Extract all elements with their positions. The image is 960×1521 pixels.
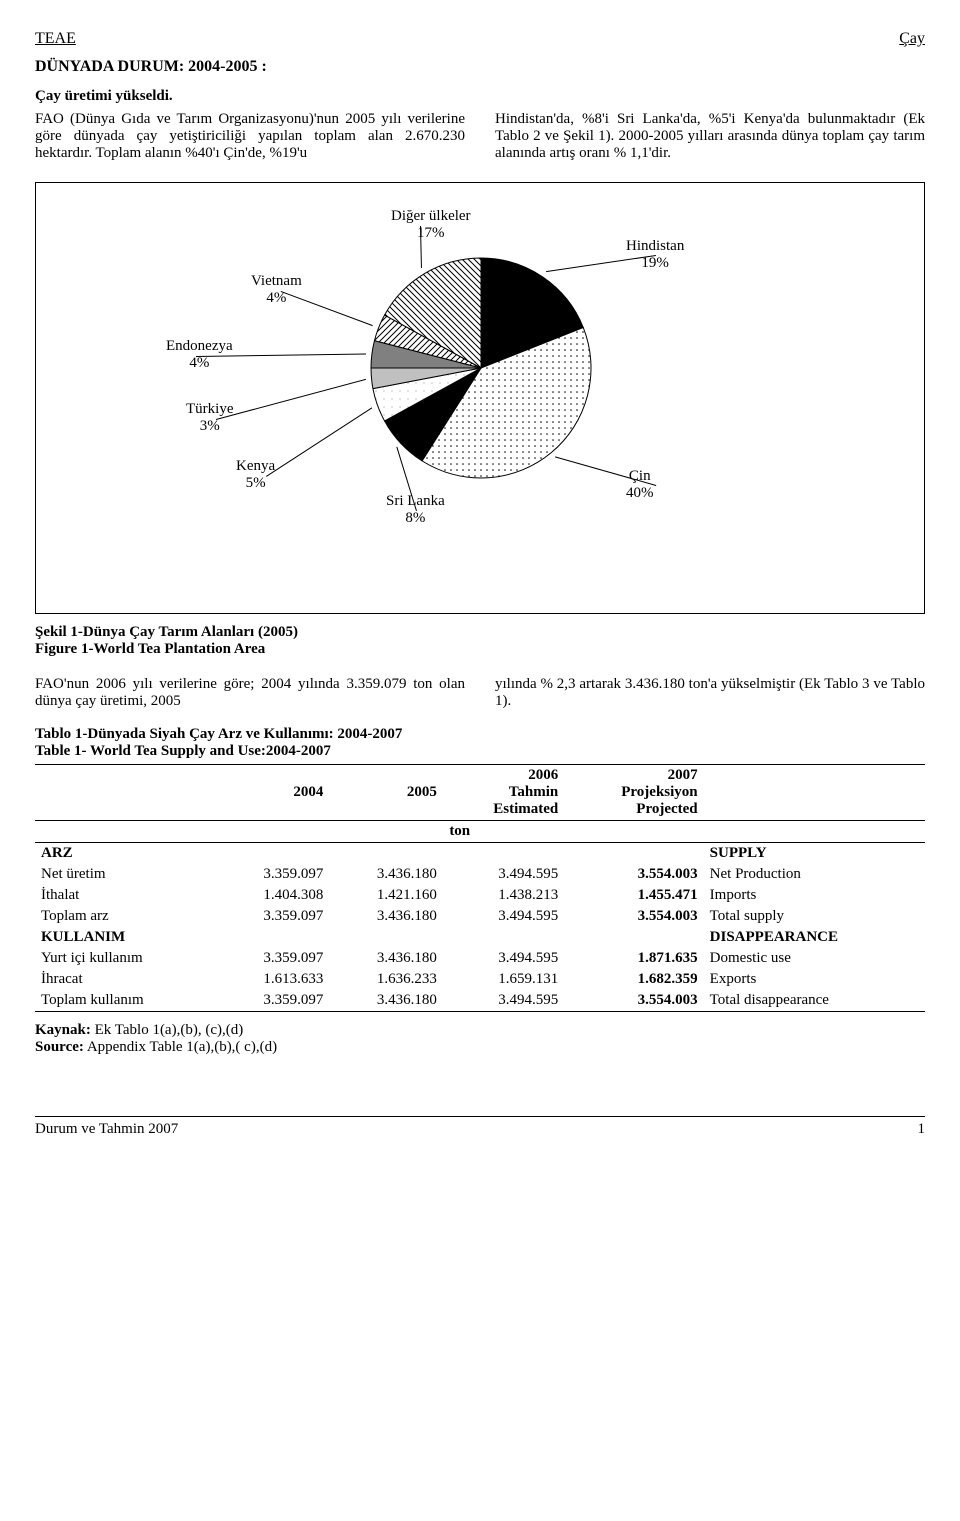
cell: 3.359.097 bbox=[216, 948, 330, 969]
pie-leader bbox=[216, 379, 366, 420]
cell: 1.438.213 bbox=[443, 885, 564, 906]
row-label-en: Total disappearance bbox=[704, 990, 925, 1012]
para2-right: yılında % 2,3 artarak 3.436.180 ton'a yü… bbox=[495, 676, 925, 710]
intro-right: Hindistan'da, %8'i Sri Lanka'da, %5'i Ke… bbox=[495, 111, 925, 162]
pie-chart bbox=[366, 253, 596, 488]
cell: 1.871.635 bbox=[564, 948, 703, 969]
row-label-en: Domestic use bbox=[704, 948, 925, 969]
unit-row: ton bbox=[216, 821, 704, 843]
page-title: DÜNYADA DURUM: 2004-2005 : bbox=[35, 58, 925, 76]
row-label: İhracat bbox=[35, 969, 216, 990]
cell: 1.682.359 bbox=[564, 969, 703, 990]
pie-label-diğer-ülkeler: Diğer ülkeler17% bbox=[391, 208, 471, 242]
row-label: Toplam kullanım bbox=[35, 990, 216, 1012]
pie-label-çin: Çin40% bbox=[626, 468, 654, 502]
header-left: TEAE bbox=[35, 30, 76, 48]
cell: 3.436.180 bbox=[329, 906, 443, 927]
row-label-en: SUPPLY bbox=[704, 843, 925, 865]
row-label: Yurt içi kullanım bbox=[35, 948, 216, 969]
table-title: Tablo 1-Dünyada Siyah Çay Arz ve Kullanı… bbox=[35, 726, 925, 760]
intro-left: FAO (Dünya Gıda ve Tarım Organizasyonu)'… bbox=[35, 111, 465, 162]
footer-left: Durum ve Tahmin 2007 bbox=[35, 1121, 178, 1138]
row-label-en: DISAPPEARANCE bbox=[704, 927, 925, 948]
cell: 3.436.180 bbox=[329, 864, 443, 885]
cell: 3.554.003 bbox=[564, 864, 703, 885]
cell: 1.659.131 bbox=[443, 969, 564, 990]
col-2004: 2004 bbox=[216, 765, 330, 821]
cell: 3.554.003 bbox=[564, 990, 703, 1012]
page-footer: Durum ve Tahmin 2007 1 bbox=[35, 1116, 925, 1138]
row-label-en: Exports bbox=[704, 969, 925, 990]
intro-paragraph: FAO (Dünya Gıda ve Tarım Organizasyonu)'… bbox=[35, 111, 925, 162]
pie-label-türkiye: Türkiye3% bbox=[186, 401, 233, 435]
header-right: Çay bbox=[899, 30, 925, 48]
cell: 3.359.097 bbox=[216, 990, 330, 1012]
cell: 3.494.595 bbox=[443, 948, 564, 969]
footer-right: 1 bbox=[918, 1121, 926, 1138]
pie-label-vietnam: Vietnam4% bbox=[251, 273, 302, 307]
page-subtitle: Çay üretimi yükseldi. bbox=[35, 88, 925, 105]
pie-chart-box: Hindistan19%Çin40%Sri Lanka8%Kenya5%Türk… bbox=[35, 182, 925, 614]
cell: 1.613.633 bbox=[216, 969, 330, 990]
col-2005: 2005 bbox=[329, 765, 443, 821]
para2-left: FAO'nun 2006 yılı verilerine göre; 2004 … bbox=[35, 676, 465, 710]
cell: 3.494.595 bbox=[443, 864, 564, 885]
cell: 1.404.308 bbox=[216, 885, 330, 906]
supply-use-table: 2004 2005 2006 Tahmin Estimated 2007 Pro… bbox=[35, 764, 925, 1012]
cell: 3.554.003 bbox=[564, 906, 703, 927]
table-source: Kaynak: Ek Tablo 1(a),(b), (c),(d) Sourc… bbox=[35, 1022, 925, 1056]
para2: FAO'nun 2006 yılı verilerine göre; 2004 … bbox=[35, 676, 925, 710]
cell: 1.421.160 bbox=[329, 885, 443, 906]
row-label: KULLANIM bbox=[35, 927, 216, 948]
row-label: Net üretim bbox=[35, 864, 216, 885]
pie-leader bbox=[266, 407, 372, 477]
pie-leader bbox=[281, 291, 373, 326]
cell: 3.494.595 bbox=[443, 990, 564, 1012]
cell: 3.494.595 bbox=[443, 906, 564, 927]
row-label: Toplam arz bbox=[35, 906, 216, 927]
row-label: ARZ bbox=[35, 843, 216, 865]
cell: 3.359.097 bbox=[216, 864, 330, 885]
row-label-en: Total supply bbox=[704, 906, 925, 927]
figure-caption: Şekil 1-Dünya Çay Tarım Alanları (2005) … bbox=[35, 624, 925, 658]
cell: 3.436.180 bbox=[329, 948, 443, 969]
row-label-en: Net Production bbox=[704, 864, 925, 885]
row-label: İthalat bbox=[35, 885, 216, 906]
cell: 1.636.233 bbox=[329, 969, 443, 990]
cell: 1.455.471 bbox=[564, 885, 703, 906]
cell: 3.359.097 bbox=[216, 906, 330, 927]
col-2007: 2007 Projeksiyon Projected bbox=[564, 765, 703, 821]
row-label-en: Imports bbox=[704, 885, 925, 906]
cell: 3.436.180 bbox=[329, 990, 443, 1012]
col-2006: 2006 Tahmin Estimated bbox=[443, 765, 564, 821]
